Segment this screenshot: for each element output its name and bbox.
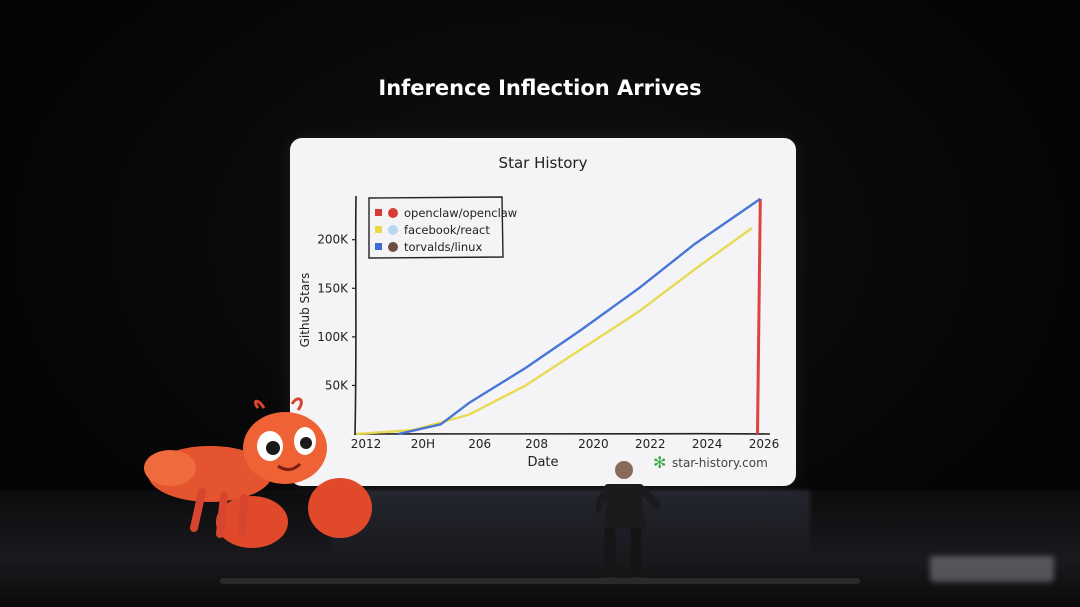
lobster-mascot-icon bbox=[144, 397, 372, 548]
legend-label: facebook/react bbox=[404, 223, 490, 237]
series-lines bbox=[355, 197, 762, 436]
x-tick-group: 2012 20H 206 208 2020 2022 2024 2026 bbox=[351, 437, 780, 451]
x-tick-label: 2020 bbox=[578, 437, 609, 451]
y-tick-label: 150K bbox=[317, 281, 349, 295]
speaker-on-stage-icon bbox=[596, 461, 660, 583]
legend-swatch bbox=[375, 243, 382, 250]
legend-label: torvalds/linux bbox=[404, 240, 482, 254]
y-tick-label: 50K bbox=[325, 378, 349, 392]
legend-swatch bbox=[375, 209, 382, 216]
y-axis-label: Github Stars bbox=[298, 273, 312, 348]
star-history-watermark: ✻ star-history.com bbox=[653, 453, 768, 472]
stage-floor bbox=[0, 490, 1080, 607]
x-tick-label: 2012 bbox=[351, 437, 382, 451]
legend-avatar-icon bbox=[388, 242, 398, 252]
stage-edge bbox=[220, 578, 860, 584]
x-axis-label: Date bbox=[527, 455, 558, 470]
x-tick-label: 2022 bbox=[635, 437, 666, 451]
series-line-openclaw-openclaw bbox=[756, 198, 762, 435]
screen-reflection bbox=[330, 490, 810, 560]
chart-title: Star History bbox=[499, 154, 588, 172]
watermark-text: star-history.com bbox=[672, 456, 768, 470]
legend-avatar-icon bbox=[388, 225, 398, 235]
slide-title: Inference Inflection Arrives bbox=[378, 76, 702, 100]
legend-label: openclaw/openclaw bbox=[404, 206, 517, 220]
y-tick-group: 50K 100K 150K 200K bbox=[317, 233, 356, 392]
legend-box bbox=[368, 196, 504, 259]
chart-card: Star History 50K 100K 150K 200K 2012 20H 206 2… bbox=[290, 138, 796, 486]
star-history-logo-icon: ✻ bbox=[653, 453, 666, 472]
blurred-watermark bbox=[930, 556, 1054, 582]
legend: openclaw/openclaw facebook/react torvalds/… bbox=[368, 196, 517, 259]
legend-avatar-icon bbox=[388, 208, 398, 218]
x-tick-label: 20H bbox=[411, 437, 435, 451]
x-tick-label: 2024 bbox=[692, 437, 723, 451]
x-axis-line bbox=[354, 432, 771, 436]
series-line-facebook-react bbox=[355, 227, 753, 436]
x-tick-label: 206 bbox=[468, 437, 491, 451]
series-line-torvalds-linux bbox=[398, 197, 761, 436]
legend-items: openclaw/openclaw facebook/react torvalds/… bbox=[375, 206, 517, 254]
x-tick-label: 208 bbox=[525, 437, 548, 451]
y-tick-label: 100K bbox=[317, 330, 349, 344]
legend-swatch bbox=[375, 226, 382, 233]
y-axis-line bbox=[354, 195, 357, 436]
x-tick-label: 2026 bbox=[749, 437, 780, 451]
y-tick-label: 200K bbox=[317, 233, 349, 247]
